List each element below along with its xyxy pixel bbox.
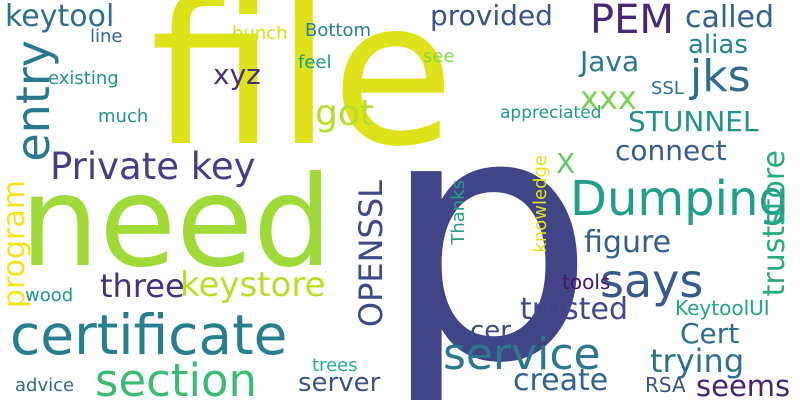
word-trying: trying bbox=[650, 342, 745, 380]
word-thanks: Thanks bbox=[448, 180, 469, 245]
word-rsa: RSA bbox=[645, 373, 686, 397]
word-see: see bbox=[423, 46, 455, 67]
word-xyz: xyz bbox=[213, 58, 261, 91]
word-appreciated: appreciated bbox=[500, 103, 602, 123]
word-truststore: truststore bbox=[757, 150, 792, 297]
word-service: service bbox=[443, 329, 601, 380]
word-keystore: keystore bbox=[180, 265, 326, 305]
word-dumping: Dumping bbox=[570, 171, 789, 227]
word-provided: provided bbox=[430, 0, 553, 32]
word-pem: PEM bbox=[590, 0, 674, 43]
word-certificate: certificate bbox=[10, 303, 288, 367]
word-seems: seems bbox=[696, 369, 791, 400]
word-advice: advice bbox=[15, 375, 75, 396]
word-section: section bbox=[95, 354, 258, 400]
word-bunch: bunch bbox=[232, 23, 288, 44]
word-knowledge: knowledge bbox=[530, 155, 551, 253]
word-java: Java bbox=[580, 45, 640, 78]
word-need: need bbox=[20, 150, 333, 295]
word-trusted: trusted bbox=[520, 292, 629, 327]
word-trees: trees bbox=[312, 355, 358, 376]
word-wood: wood bbox=[25, 285, 74, 306]
word-got: got bbox=[315, 93, 374, 134]
word-xxx: xxx bbox=[580, 79, 637, 117]
word-stunnel: STUNNEL bbox=[628, 105, 759, 138]
word-jks: jks bbox=[690, 51, 751, 102]
word-cert: Cert bbox=[680, 317, 740, 350]
word-much: much bbox=[98, 106, 149, 127]
word-x: X bbox=[556, 147, 576, 180]
word-server: server bbox=[298, 368, 381, 398]
word-existing: existing bbox=[48, 68, 119, 89]
word-private-key: Private key bbox=[50, 145, 256, 188]
word-figure: figure bbox=[584, 225, 672, 260]
word-ssl: SSL bbox=[651, 78, 684, 99]
word-feel: feel bbox=[298, 52, 332, 73]
word-create: create bbox=[513, 363, 609, 398]
word-keytoolui: KeytoolUI bbox=[675, 296, 770, 320]
word-says: says bbox=[600, 254, 704, 308]
word-alias: alias bbox=[688, 30, 748, 60]
word-p: p bbox=[380, 42, 596, 400]
word-three: three bbox=[100, 267, 185, 305]
word-bottom: Bottom bbox=[305, 20, 372, 41]
word-openssl: OPENSSL bbox=[352, 180, 390, 328]
word-connect: connect bbox=[615, 134, 727, 167]
word-entry: entry bbox=[6, 40, 60, 162]
word-file: file bbox=[150, 0, 455, 191]
word-cer: cer bbox=[470, 316, 511, 346]
word-called: called bbox=[685, 0, 775, 35]
word-tools: tools bbox=[562, 270, 611, 294]
word-line: line bbox=[90, 26, 123, 47]
word-keytool: keytool bbox=[5, 0, 115, 34]
